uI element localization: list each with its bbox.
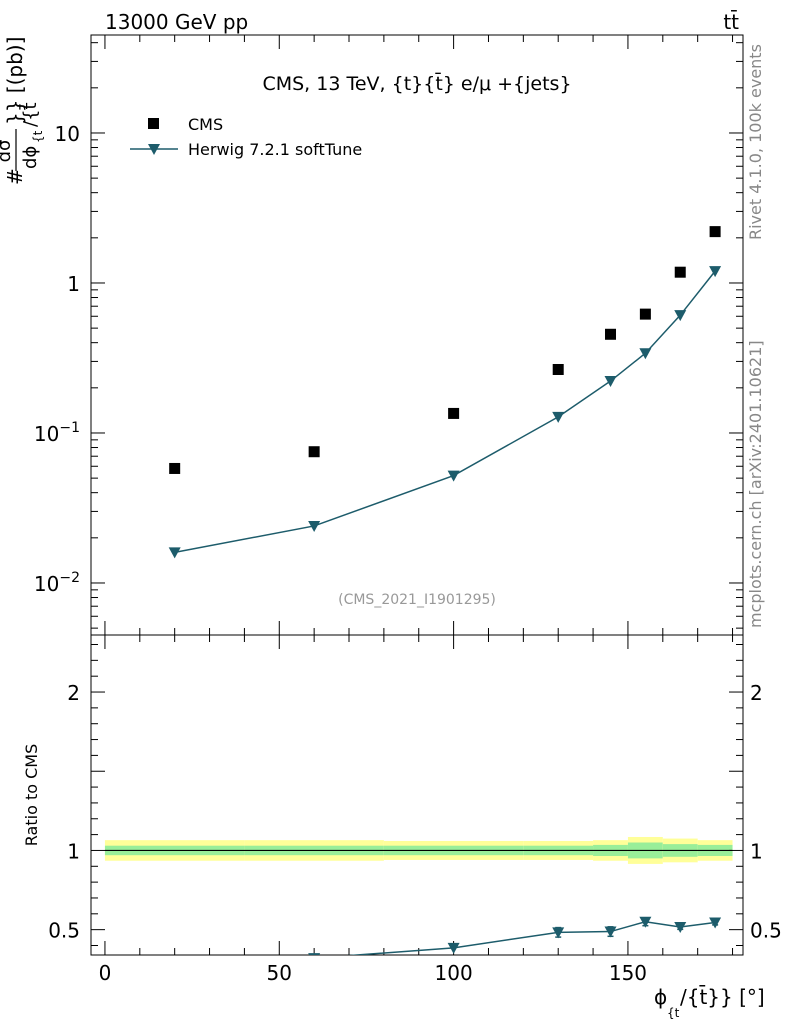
legend-cms-label: CMS xyxy=(188,115,223,134)
rivet-version-label: Rivet 4.1.0, 100k events xyxy=(746,44,765,240)
cms-point xyxy=(674,266,686,278)
ratio-series-line xyxy=(346,920,716,955)
y-tick-label: 10 xyxy=(55,122,80,146)
mcplots-label: mcplots.cern.ch [arXiv:2401.10621] xyxy=(746,340,765,628)
herwig-point xyxy=(639,348,652,360)
process-label: tt̄ xyxy=(723,9,739,34)
herwig-point xyxy=(604,376,617,388)
legend-herwig-marker xyxy=(148,144,160,155)
ratio-point xyxy=(709,917,722,929)
ratio-panel: 0.5 0.5 1 1 2 2 0 50 100 150 Ratio to CMS ϕ {t /{… xyxy=(22,634,782,1020)
ratio-y-axis-label: Ratio to CMS xyxy=(22,744,41,846)
ratio-y-tick-label-left: 0.5 xyxy=(48,919,80,943)
analysis-id: (CMS_2021_I1901295) xyxy=(338,592,496,608)
ratio-point xyxy=(552,927,565,939)
y-tick-label-exponent: −2 xyxy=(59,570,80,586)
ratio-point xyxy=(674,921,687,933)
ratio-y-tick-label-left: 1 xyxy=(67,839,80,863)
xlabel-subscript: {t xyxy=(667,1006,680,1020)
legend-herwig-label: Herwig 7.2.1 softTune xyxy=(188,140,362,159)
y-tick-label: 1 xyxy=(67,272,80,296)
cms-point xyxy=(448,407,460,419)
herwig-point xyxy=(447,470,460,482)
herwig-point xyxy=(308,520,321,532)
chart-title: CMS, 13 TeV, {t}{t̄} e/μ +{jets} xyxy=(262,71,571,95)
herwig-point xyxy=(168,547,181,559)
legend-cms-marker xyxy=(148,118,159,129)
ratio-y-tick-label-left: 2 xyxy=(67,681,80,705)
y-tick-label-exponent: −1 xyxy=(59,420,80,436)
ratio-axis-ticks xyxy=(91,635,743,955)
ratio-point xyxy=(308,953,321,955)
ratio-point xyxy=(169,960,181,971)
cms-point xyxy=(639,308,651,320)
herwig-point xyxy=(552,411,565,423)
x-tick-label: 150 xyxy=(609,961,647,985)
xlabel-phi: ϕ xyxy=(654,985,667,1009)
y-tick-label-base: 10 xyxy=(34,572,59,596)
ratio-point xyxy=(447,942,460,954)
x-tick-label: 50 xyxy=(267,961,292,985)
ylabel-unit: }} [(pb)] xyxy=(3,37,27,125)
y-tick-label-base: 10 xyxy=(34,422,59,446)
energy-label: 13000 GeV pp xyxy=(105,10,248,34)
herwig-point xyxy=(674,310,687,322)
x-tick-label: 100 xyxy=(435,961,473,985)
ylabel-subscript: {t xyxy=(31,130,45,143)
y-tick-label: 10−1 xyxy=(34,420,80,446)
herwig-point xyxy=(709,266,722,278)
y-tick-label-base: 10 xyxy=(55,122,80,146)
ratio-tick-labels: 0.5 0.5 1 1 2 2 0 50 100 150 xyxy=(48,681,782,985)
y-tick-label-base: 1 xyxy=(67,272,80,296)
ylabel-tail: /{t̄ xyxy=(19,102,41,127)
cms-point xyxy=(169,462,181,474)
legend: CMS Herwig 7.2.1 softTune xyxy=(130,115,362,159)
main-data-layer xyxy=(168,226,722,559)
ratio-data-layer xyxy=(169,916,722,971)
cms-point xyxy=(709,226,721,238)
ratio-y-tick-label-right: 0.5 xyxy=(750,919,782,943)
ratio-point xyxy=(639,916,652,928)
cms-point xyxy=(552,363,564,375)
y-tick-label: 10−2 xyxy=(34,570,80,596)
x-tick-label: 0 xyxy=(99,961,112,985)
ratio-uncertainty-bands xyxy=(104,836,733,864)
herwig-series-line xyxy=(174,270,716,554)
xlabel-tail: /{t̄}} [°] xyxy=(680,984,765,1009)
x-axis-label: ϕ {t /{t̄}} [°] xyxy=(654,984,765,1020)
main-y-axis-label: # dσ dϕ {t /{t̄ }} [(pb)] xyxy=(0,37,45,185)
ratio-frame xyxy=(90,634,744,956)
ylabel-denominator: dϕ xyxy=(20,146,41,169)
ratio-point xyxy=(604,926,617,938)
ratio-y-tick-label-right: 1 xyxy=(750,839,763,863)
cms-point xyxy=(605,328,617,340)
ylabel-hash: # xyxy=(3,168,27,185)
cms-point xyxy=(308,446,320,458)
main-axis-ticks xyxy=(91,35,743,635)
ratio-y-tick-label-right: 2 xyxy=(750,681,763,705)
ylabel-numerator: dσ xyxy=(0,140,15,163)
